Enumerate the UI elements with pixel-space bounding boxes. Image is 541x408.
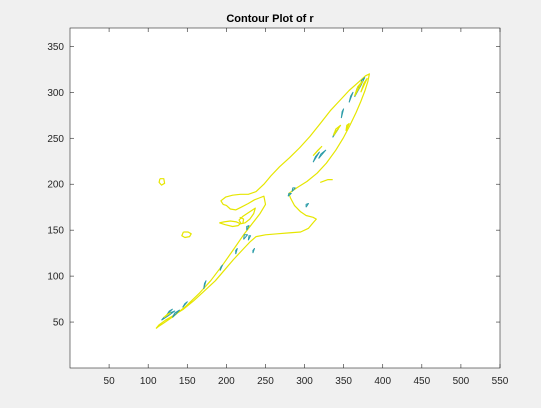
chart-title: Contour Plot of r: [226, 13, 314, 25]
x-tick-label: 250: [257, 376, 274, 387]
contour-inner-0: [161, 310, 176, 321]
contour-inner-14: [312, 151, 320, 163]
contour-inner-9: [246, 225, 250, 231]
x-tick-label: 350: [335, 376, 352, 387]
contour-outer-inner-3: [345, 122, 350, 132]
contour-inner-2: [171, 309, 180, 318]
contour-inner-11: [287, 192, 292, 197]
x-tick-label: 200: [218, 376, 235, 387]
y-axis: 50 100 150 200 250 300 350: [47, 42, 500, 329]
x-tick-label: 550: [492, 376, 509, 387]
contour-inner-12: [291, 187, 296, 192]
contour-inner-6: [235, 248, 238, 255]
x-tick-label: 150: [179, 376, 196, 387]
contour-inner-1: [166, 308, 173, 316]
contour-inner-3: [182, 301, 188, 308]
x-tick-label: 100: [140, 376, 157, 387]
y-tick-label: 200: [47, 180, 64, 191]
x-tick-label: 450: [413, 376, 430, 387]
contour-outer-5: [239, 216, 245, 224]
contour-outer-0: [155, 73, 370, 329]
x-tick-label: 500: [453, 376, 470, 387]
x-tick-label: 300: [296, 376, 313, 387]
contour-inner-8: [247, 235, 252, 241]
contour-outer-3: [181, 231, 192, 239]
y-tick-label: 350: [47, 42, 64, 53]
contour-inner-17: [340, 108, 345, 119]
contour-inner-15: [318, 149, 327, 159]
contour-outer-inner-0: [163, 312, 171, 318]
contour-outer-4: [158, 178, 166, 186]
contour-outer-1: [219, 220, 241, 228]
contour-inner-7: [243, 234, 248, 240]
contour-inner-5: [219, 264, 223, 271]
contour-inner-18: [348, 91, 354, 103]
contour-outer-inner-5: [360, 77, 368, 93]
contour-outer-6: [319, 179, 333, 183]
contour-inner-13: [305, 203, 309, 208]
plot-area: [70, 28, 500, 368]
contour-inner-10: [252, 248, 255, 254]
axes-box: [69, 27, 501, 369]
y-tick-label: 150: [47, 226, 64, 237]
y-tick-label: 50: [53, 318, 65, 329]
y-tick-label: 100: [47, 272, 64, 283]
x-axis: 50 100 150 200 250 300 350 400 450 500 550: [104, 28, 509, 387]
contour-outer-inner-1: [312, 145, 323, 157]
y-tick-label: 250: [47, 134, 64, 145]
x-tick-label: 50: [104, 376, 116, 387]
contour-outer-inner-2: [332, 124, 342, 136]
contour-lines: [155, 73, 370, 329]
contour-outer-inner-4: [354, 80, 363, 97]
x-tick-label: 400: [374, 376, 391, 387]
contour-inner-4: [203, 280, 207, 290]
y-tick-label: 300: [47, 88, 64, 99]
